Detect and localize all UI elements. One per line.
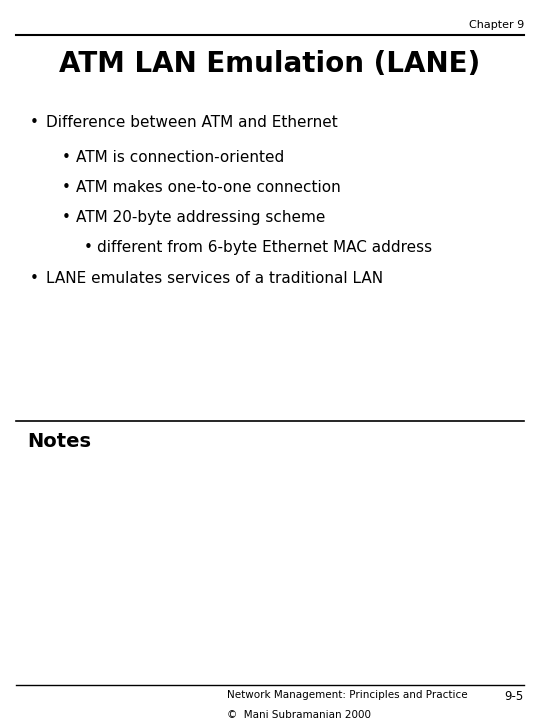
Text: Chapter 9: Chapter 9 [469,20,524,30]
Text: Notes: Notes [27,432,91,451]
Text: •: • [30,115,38,130]
Text: •: • [62,150,71,165]
Text: ATM is connection-oriented: ATM is connection-oriented [76,150,284,165]
Text: Network Management: Principles and Practice: Network Management: Principles and Pract… [227,690,468,700]
Text: ATM 20-byte addressing scheme: ATM 20-byte addressing scheme [76,210,325,225]
Text: different from 6-byte Ethernet MAC address: different from 6-byte Ethernet MAC addre… [97,240,433,256]
Text: Difference between ATM and Ethernet: Difference between ATM and Ethernet [46,115,338,130]
Text: 9-5: 9-5 [504,690,524,703]
Text: LANE emulates services of a traditional LAN: LANE emulates services of a traditional … [46,271,383,286]
Text: •: • [62,210,71,225]
Text: ©  Mani Subramanian 2000: © Mani Subramanian 2000 [227,710,371,720]
Text: •: • [84,240,92,256]
Text: ATM LAN Emulation (LANE): ATM LAN Emulation (LANE) [59,50,481,78]
Text: ATM makes one-to-one connection: ATM makes one-to-one connection [76,180,340,195]
Text: •: • [30,271,38,286]
Text: •: • [62,180,71,195]
